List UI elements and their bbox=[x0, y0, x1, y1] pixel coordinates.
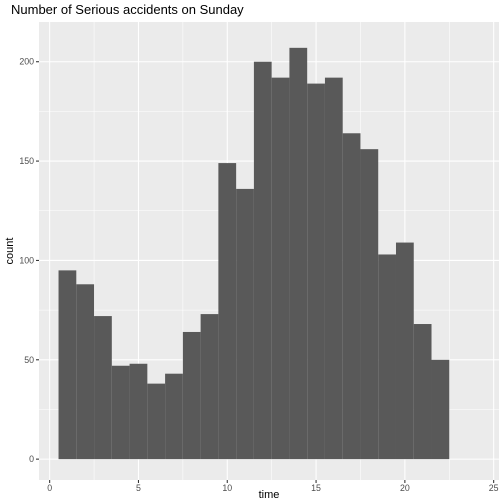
x-tick-label: 25 bbox=[489, 483, 499, 493]
x-tick-label: 5 bbox=[136, 483, 141, 493]
x-tick-label: 0 bbox=[47, 483, 52, 493]
histogram-bar bbox=[395, 242, 414, 460]
histogram-bar bbox=[147, 383, 166, 460]
histogram-bar bbox=[111, 365, 130, 460]
x-axis-ticks: 0 5 10 15 20 25 bbox=[47, 480, 499, 493]
x-axis-title: time bbox=[259, 489, 280, 501]
histogram-bar bbox=[236, 188, 254, 460]
y-tick-label: 0 bbox=[29, 454, 34, 464]
x-tick-label: 20 bbox=[400, 483, 410, 493]
histogram-bar bbox=[94, 316, 112, 460]
y-axis-title: count bbox=[4, 238, 16, 265]
histogram-bars bbox=[58, 47, 450, 460]
histogram-bar bbox=[253, 61, 272, 460]
histogram-bar bbox=[76, 284, 95, 460]
histogram-bar bbox=[342, 133, 361, 460]
y-tick-label: 50 bbox=[24, 355, 34, 365]
histogram-bar bbox=[307, 83, 325, 460]
histogram-bar bbox=[129, 363, 148, 460]
y-tick-label: 200 bbox=[19, 57, 34, 67]
x-tick-label: 10 bbox=[222, 483, 232, 493]
chart-title: Number of Serious accidents on Sunday bbox=[11, 2, 244, 17]
histogram-bar bbox=[182, 331, 201, 460]
y-tick-label: 150 bbox=[19, 156, 34, 166]
histogram-bar bbox=[413, 324, 432, 460]
y-tick-label: 100 bbox=[19, 255, 34, 265]
histogram-bar bbox=[360, 149, 379, 460]
histogram-bar bbox=[165, 373, 183, 460]
histogram-bar bbox=[218, 163, 237, 460]
y-axis-ticks: 0 50 100 150 200 bbox=[19, 57, 39, 464]
histogram-bar bbox=[271, 77, 290, 460]
histogram-bar bbox=[378, 254, 396, 460]
histogram-bar bbox=[289, 47, 308, 460]
histogram-bar bbox=[324, 77, 343, 460]
histogram-bar bbox=[200, 314, 219, 460]
histogram-bar bbox=[58, 270, 77, 460]
histogram-bar bbox=[431, 359, 450, 460]
x-tick-label: 15 bbox=[311, 483, 321, 493]
